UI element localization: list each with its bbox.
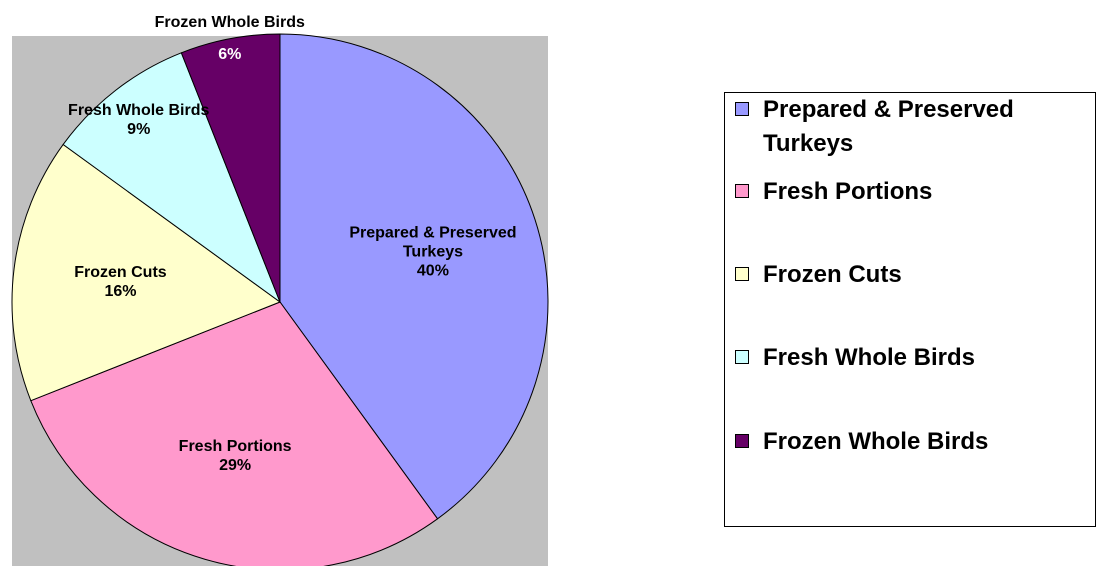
legend-label: Frozen Whole Birds <box>763 428 989 455</box>
slice-label-name: Fresh Whole Birds <box>68 101 210 119</box>
slice-label-value: 40% <box>416 262 449 280</box>
slice-label-name: Frozen Cuts <box>74 263 167 281</box>
slice-label-value: 9% <box>127 120 151 138</box>
slice-label-value: 16% <box>104 282 137 300</box>
legend-label: Frozen Cuts <box>763 261 902 288</box>
slice-label-value: 6% <box>218 45 242 63</box>
pie-slice <box>11 143 282 402</box>
pie-slice <box>180 33 281 303</box>
slice-label: Prepared & Preserved Turkeys 40% <box>323 224 543 281</box>
legend-swatch <box>735 434 749 448</box>
slice-label: Fresh Whole Birds 9% <box>29 101 249 139</box>
slice-label: Frozen Whole Birds 6% <box>120 7 340 71</box>
legend-swatch <box>735 102 749 116</box>
pie-slice <box>279 33 549 520</box>
slice-label-name: Fresh Portions <box>178 438 292 456</box>
legend-label: Fresh Portions <box>763 178 933 205</box>
slice-label: Frozen Cuts 16% <box>10 263 230 301</box>
legend: Prepared & Preserved Turkeys Fresh Portio… <box>724 92 1096 527</box>
legend-swatch <box>735 350 749 364</box>
pie-slice <box>30 301 439 566</box>
slice-label-value: 29% <box>219 457 252 475</box>
legend-label: Prepared & Preserved Turkeys <box>763 96 1014 157</box>
slice-label: Fresh Portions 29% <box>125 437 345 475</box>
legend-label: Fresh Whole Birds <box>763 344 976 371</box>
legend-swatch <box>735 267 749 281</box>
pie-slice <box>62 52 282 304</box>
slice-label-name: Frozen Whole Birds <box>154 13 305 31</box>
slice-label-name: Prepared & Preserved Turkeys <box>349 224 517 261</box>
legend-swatch <box>735 184 749 198</box>
